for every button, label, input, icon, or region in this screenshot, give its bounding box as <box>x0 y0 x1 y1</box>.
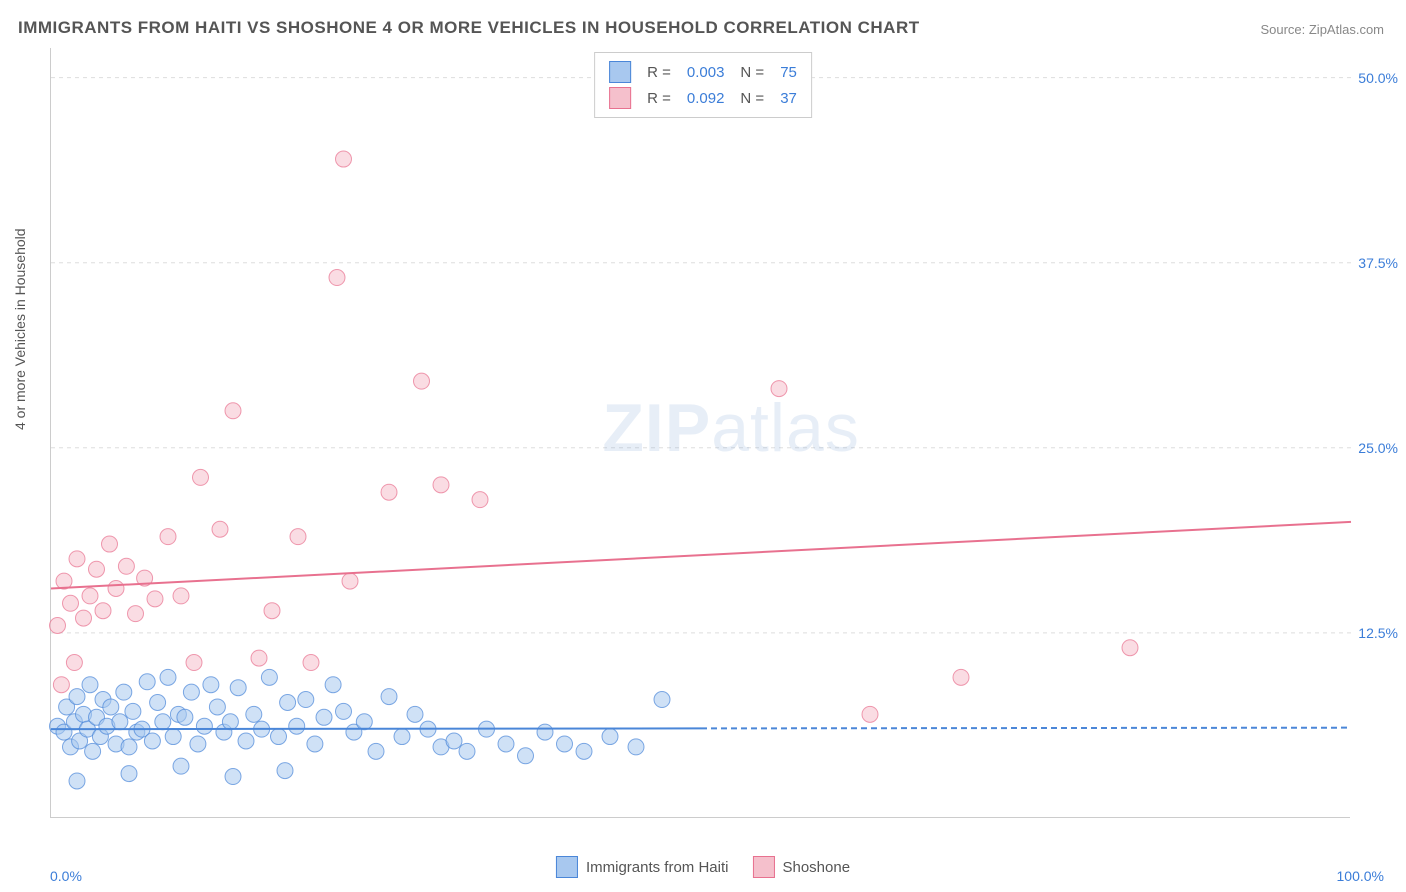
x-tick-min: 0.0% <box>50 868 82 884</box>
scatter-svg <box>51 48 1351 818</box>
legend-series: Immigrants from Haiti Shoshone <box>556 856 850 878</box>
legend-r-value-haiti: 0.003 <box>687 64 725 81</box>
legend-n-value-haiti: 75 <box>780 64 797 81</box>
legend-n-value-shoshone: 37 <box>780 90 797 107</box>
plot-area <box>50 48 1350 818</box>
legend-swatch-shoshone-bottom <box>752 856 774 878</box>
y-axis-label: 4 or more Vehicles in Household <box>12 228 28 430</box>
legend-row-shoshone: R = 0.092 N = 37 <box>609 85 797 111</box>
legend-swatch-haiti <box>609 61 631 83</box>
legend-swatch-shoshone <box>609 87 631 109</box>
y-tick-label: 50.0% <box>1358 70 1398 86</box>
legend-r-label: R = <box>647 64 671 81</box>
y-tick-label: 25.0% <box>1358 440 1398 456</box>
legend-n-label: N = <box>740 90 764 107</box>
y-tick-label: 37.5% <box>1358 255 1398 271</box>
legend-correlation: R = 0.003 N = 75 R = 0.092 N = 37 <box>594 52 812 118</box>
legend-item-shoshone: Shoshone <box>752 856 850 878</box>
legend-swatch-haiti-bottom <box>556 856 578 878</box>
legend-r-label: R = <box>647 90 671 107</box>
x-tick-max: 100.0% <box>1337 868 1384 884</box>
legend-n-label: N = <box>740 64 764 81</box>
legend-label-shoshone: Shoshone <box>782 859 850 876</box>
chart-title: IMMIGRANTS FROM HAITI VS SHOSHONE 4 OR M… <box>18 18 920 38</box>
source-attribution: Source: ZipAtlas.com <box>1260 22 1384 37</box>
legend-item-haiti: Immigrants from Haiti <box>556 856 729 878</box>
legend-row-haiti: R = 0.003 N = 75 <box>609 59 797 85</box>
legend-label-haiti: Immigrants from Haiti <box>586 859 729 876</box>
y-tick-label: 12.5% <box>1358 625 1398 641</box>
legend-r-value-shoshone: 0.092 <box>687 90 725 107</box>
